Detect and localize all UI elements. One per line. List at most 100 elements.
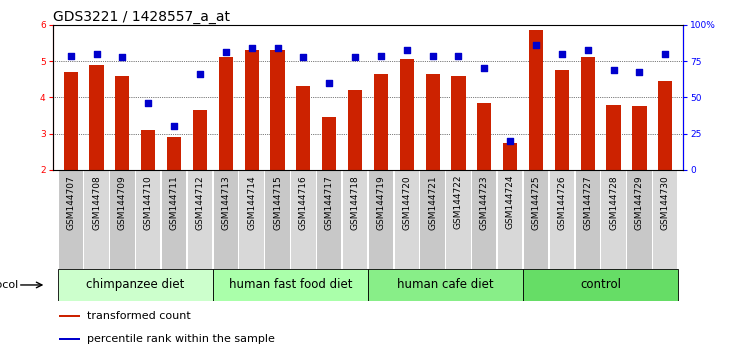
Bar xyxy=(374,74,388,170)
Text: GSM144726: GSM144726 xyxy=(557,175,566,229)
Bar xyxy=(343,170,367,269)
Text: control: control xyxy=(581,279,621,291)
Text: GSM144718: GSM144718 xyxy=(351,175,360,230)
Bar xyxy=(193,110,207,170)
Bar xyxy=(270,50,285,170)
Bar xyxy=(421,170,445,269)
Bar xyxy=(58,269,213,301)
Point xyxy=(427,53,439,58)
Point xyxy=(452,53,464,58)
Point xyxy=(556,51,568,57)
Point xyxy=(65,53,77,58)
Bar xyxy=(451,76,466,170)
Bar xyxy=(503,143,517,170)
Text: GSM144730: GSM144730 xyxy=(661,175,670,230)
Point xyxy=(608,67,620,73)
Text: GSM144716: GSM144716 xyxy=(299,175,308,230)
Text: GSM144709: GSM144709 xyxy=(118,175,127,230)
Text: GSM144710: GSM144710 xyxy=(143,175,152,230)
Text: GSM144711: GSM144711 xyxy=(170,175,179,230)
Bar xyxy=(64,72,78,170)
Bar xyxy=(477,103,491,170)
Text: GSM144719: GSM144719 xyxy=(376,175,385,230)
Point xyxy=(375,53,387,58)
Point xyxy=(142,100,154,105)
Bar xyxy=(219,57,233,170)
Point xyxy=(582,47,594,53)
Text: GSM144724: GSM144724 xyxy=(505,175,514,229)
Text: GSM144723: GSM144723 xyxy=(480,175,489,229)
Bar xyxy=(627,170,652,269)
Text: percentile rank within the sample: percentile rank within the sample xyxy=(87,334,275,344)
Bar xyxy=(245,50,259,170)
Text: human cafe diet: human cafe diet xyxy=(397,279,494,291)
Bar xyxy=(317,170,342,269)
Point xyxy=(633,69,645,75)
Bar xyxy=(162,170,186,269)
Bar xyxy=(322,117,336,170)
Text: GSM144721: GSM144721 xyxy=(428,175,437,229)
Point xyxy=(91,51,103,57)
Bar xyxy=(369,170,393,269)
Text: GSM144708: GSM144708 xyxy=(92,175,101,230)
Bar xyxy=(240,170,264,269)
Point xyxy=(116,55,128,60)
Bar xyxy=(213,170,238,269)
Text: GSM144714: GSM144714 xyxy=(247,175,256,229)
Point xyxy=(530,42,542,47)
Bar xyxy=(368,269,523,301)
Bar xyxy=(653,170,677,269)
Bar xyxy=(581,57,595,170)
Point xyxy=(297,55,309,60)
Bar xyxy=(529,30,543,170)
Text: GSM144712: GSM144712 xyxy=(195,175,204,229)
Point xyxy=(246,46,258,51)
Point xyxy=(478,65,490,71)
Point xyxy=(272,46,284,51)
Bar xyxy=(394,170,419,269)
Bar xyxy=(89,65,104,170)
Text: GSM144715: GSM144715 xyxy=(273,175,282,230)
Bar xyxy=(498,170,523,269)
Text: transformed count: transformed count xyxy=(87,311,191,321)
Point xyxy=(194,71,206,76)
Bar xyxy=(167,137,181,170)
Text: GSM144707: GSM144707 xyxy=(66,175,75,230)
Bar xyxy=(523,269,678,301)
Point xyxy=(168,124,180,129)
Text: GSM144722: GSM144722 xyxy=(454,175,463,229)
Bar xyxy=(188,170,212,269)
Bar xyxy=(296,86,310,170)
Bar xyxy=(59,338,80,340)
Bar xyxy=(607,105,621,170)
Bar xyxy=(472,170,496,269)
Bar xyxy=(400,59,414,170)
Bar xyxy=(136,170,161,269)
Bar xyxy=(575,170,600,269)
Bar xyxy=(59,315,80,317)
Text: GSM144713: GSM144713 xyxy=(222,175,231,230)
Bar xyxy=(213,269,368,301)
Point xyxy=(659,51,671,57)
Bar xyxy=(446,170,471,269)
Text: GSM144729: GSM144729 xyxy=(635,175,644,229)
Bar xyxy=(141,130,155,170)
Bar xyxy=(291,170,315,269)
Bar xyxy=(602,170,626,269)
Bar xyxy=(115,76,129,170)
Bar xyxy=(110,170,134,269)
Bar xyxy=(524,170,548,269)
Text: GSM144727: GSM144727 xyxy=(584,175,593,229)
Bar xyxy=(555,70,569,170)
Text: GSM144720: GSM144720 xyxy=(403,175,412,229)
Text: chimpanzee diet: chimpanzee diet xyxy=(86,279,185,291)
Text: GSM144717: GSM144717 xyxy=(324,175,333,230)
Point xyxy=(349,55,361,60)
Bar xyxy=(550,170,574,269)
Bar xyxy=(84,170,109,269)
Text: human fast food diet: human fast food diet xyxy=(228,279,352,291)
Point xyxy=(323,80,335,86)
Bar xyxy=(426,74,440,170)
Text: GDS3221 / 1428557_a_at: GDS3221 / 1428557_a_at xyxy=(53,10,230,24)
Text: GSM144728: GSM144728 xyxy=(609,175,618,229)
